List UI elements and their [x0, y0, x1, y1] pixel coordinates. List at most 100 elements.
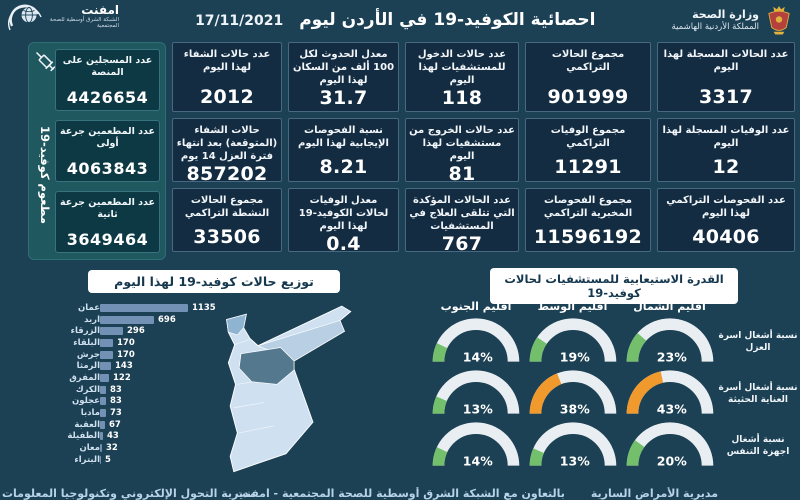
ministry-logo-block: وزارة الصحة المملكة الأردنية الهاشمية: [672, 5, 792, 35]
bar-category-label: المفرق: [69, 372, 100, 383]
bar-value-label: 143: [115, 361, 133, 372]
bar-value-label: 67: [109, 419, 121, 430]
jordan-coat-of-arms-icon: [768, 6, 790, 35]
stat-card-value: 12: [712, 156, 740, 178]
amphnet-name: امفنت: [81, 3, 120, 17]
stat-card-label: عدد الفحوصات التراكمي لهذا اليوم: [666, 195, 786, 219]
bar-row: الكرك 83: [24, 384, 216, 396]
stat-card-label: عدد الوفيات المسجلة لهذا اليوم: [662, 125, 790, 149]
stat-card-value: 11596192: [533, 226, 643, 248]
stat-card-label: مجموع الوفيات التراكمي: [550, 125, 626, 149]
svg-text:19%: 19%: [559, 350, 589, 365]
vaccination-card-label: عدد المطعمين جرعة أولى: [59, 126, 156, 150]
stat-card: مجموع الوفيات التراكمي 11291: [525, 118, 651, 182]
bar-value-label: 43: [107, 431, 119, 442]
stat-card: مجموع الحالات التراكمي 901999: [525, 42, 651, 112]
bar-category-label: عمان: [78, 302, 100, 313]
vaccination-card: عدد المطعمين جرعة أولى 4063843: [55, 120, 160, 182]
stat-card: عدد حالات الشفاء لهذا اليوم 2012: [172, 42, 282, 112]
hospital-capacity-section: القدرة الاستيعابية للمستشفيات لحالات كوف…: [428, 266, 800, 482]
stat-card-label: عدد الحالات المسجلة لهذا اليوم: [663, 49, 789, 73]
gauge: 20%: [625, 421, 715, 471]
region-header: اقليم الشمال: [633, 299, 706, 313]
stat-card-value: 767: [441, 233, 483, 255]
bar: [100, 327, 123, 336]
map-region-amman: [238, 347, 295, 385]
bar: [100, 315, 154, 324]
stat-card-label: عدد حالات الخروج من مستشفيات لهذا اليوم: [409, 125, 515, 162]
footer: مديرية الأمراض السارية بالتعاون مع الشبك…: [0, 487, 800, 500]
page-title-block: احصائية الكوفيد-19 في الأردن ليوم 17/11/…: [195, 10, 595, 30]
bar-value-label: 83: [110, 396, 122, 407]
amphnet-subtitle: الشبكة الشرق أوسطية للصحة المجتمعية: [49, 17, 120, 30]
stat-card: عدد الحالات المؤكدة التي تتلقى العلاج في…: [405, 188, 519, 255]
gauge: 14%: [431, 317, 521, 367]
map-country-outline: [226, 305, 352, 473]
stat-card-label: نسبة الفحوصات الإيجابية لهذا اليوم: [298, 125, 389, 149]
gauge-row-label: نسبة أشغال اسرة العزل: [718, 330, 798, 353]
jordan-map: [190, 298, 390, 482]
stat-card-label: عدد حالات الشفاء لهذا اليوم: [183, 49, 271, 73]
bar-category-label: معان: [79, 443, 100, 454]
bar-row: مادبا 73: [24, 407, 216, 419]
footer-directorate-diseases: مديرية الأمراض السارية: [590, 487, 718, 500]
stat-card-value: 2012: [199, 86, 255, 108]
bar-category-label: الطفيلة: [67, 431, 100, 442]
stat-card: مجموع الحالات النشطة التراكمي 33506: [172, 188, 282, 252]
stat-card-label: مجموع الحالات النشطة التراكمي: [184, 195, 270, 219]
bar: [100, 444, 102, 453]
syringe-icon: [35, 51, 56, 72]
bar: [100, 397, 106, 406]
bar-category-label: العقبة: [74, 419, 100, 430]
bar-row: عجلون 83: [24, 396, 216, 408]
gauge: 14%: [431, 421, 521, 471]
vaccination-card-value: 3649464: [66, 230, 149, 249]
stat-card-value: 901999: [547, 86, 629, 108]
bar: [100, 409, 106, 418]
vaccination-card-label: عدد المسجلين على المنصة: [62, 55, 153, 79]
vaccination-card-value: 4426654: [66, 88, 149, 107]
jordan-map-svg: [226, 305, 352, 473]
bar-row: الطفيلة 43: [24, 431, 216, 443]
svg-text:38%: 38%: [559, 402, 589, 417]
stat-card-value: 8.21: [319, 156, 368, 178]
vaccination-card-label: عدد المطعمين جرعة ثانية: [59, 197, 156, 221]
bar-row: البتراء 5: [24, 454, 216, 466]
stat-card: مجموع الفحوصات المخبرية التراكمي 11596192: [525, 188, 651, 252]
bar: [100, 420, 105, 429]
stat-card-value: 11291: [554, 156, 622, 178]
bar-value-label: 32: [106, 443, 118, 454]
stat-card: عدد الوفيات المسجلة لهذا اليوم 12: [657, 118, 795, 182]
stat-card-value: 118: [441, 87, 483, 109]
report-date: 17/11/2021: [195, 13, 284, 29]
header: وزارة الصحة المملكة الأردنية الهاشمية اح…: [0, 0, 800, 40]
bar-category-label: جرش: [76, 349, 100, 360]
distribution-chart-title: توزيع حالات كوفيد-19 لهذا اليوم: [88, 270, 340, 293]
footer-directorate-it: مديرية التحول الإلكتروني وتكنولوجيا المع…: [2, 487, 257, 500]
region-header: اقليم الجنوب: [440, 299, 512, 313]
svg-text:43%: 43%: [656, 402, 686, 417]
bar: [100, 350, 113, 359]
stat-card-label: عدد الحالات المؤكدة التي تتلقى العلاج في…: [409, 195, 515, 232]
stat-card-value: 0.4: [326, 233, 361, 255]
bar-category-label: الزرقاء: [70, 326, 100, 337]
svg-text:23%: 23%: [656, 350, 686, 365]
bar-value-label: 296: [127, 326, 145, 337]
bar-row: العقبة 67: [24, 419, 216, 431]
stats-grid: عدد الحالات المسجلة لهذا اليوم 3317 مجموع …: [172, 42, 795, 255]
map-region-irbid: [226, 313, 247, 336]
gauge-grid: اقليم الشمال اقليم الوسط اقليم الجنوب نسبة …: [428, 296, 798, 472]
bar: [100, 338, 113, 347]
bar-value-label: 5: [105, 454, 111, 465]
stat-card-value: 33506: [193, 226, 261, 248]
stat-card: عدد حالات الخروج من مستشفيات لهذا اليوم 8…: [405, 118, 519, 185]
stat-card-value: 31.7: [319, 87, 368, 109]
bar-value-label: 122: [113, 372, 131, 383]
bar-row: عمان 1135: [24, 302, 216, 314]
stat-card-label: معدل الوفيات لحالات الكوفيد-19 لهذا اليو…: [298, 195, 389, 232]
bar-category-label: الكرك: [75, 384, 100, 395]
bar: [100, 455, 101, 464]
bar-value-label: 83: [110, 384, 122, 395]
bar-category-label: البلقاء: [73, 337, 100, 348]
page-title: احصائية الكوفيد-19 في الأردن ليوم: [299, 10, 596, 30]
